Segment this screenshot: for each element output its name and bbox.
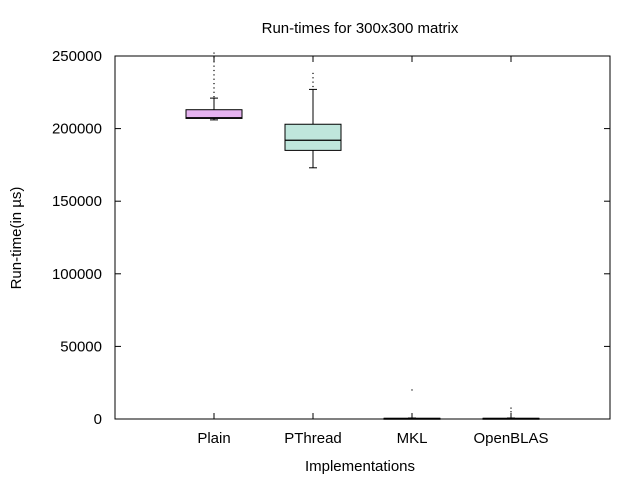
outlier-point xyxy=(213,78,215,80)
outlier-point xyxy=(312,77,314,79)
x-tick-label: PThread xyxy=(284,430,342,447)
outlier-point xyxy=(213,82,215,85)
outlier-point xyxy=(213,91,215,93)
y-tick-label: 200000 xyxy=(52,121,102,138)
box-plain xyxy=(185,52,243,121)
y-tick-label: 50000 xyxy=(60,338,102,355)
x-axis-label: Implementations xyxy=(305,458,415,475)
plot-area: 0 50000 100000 150000 200000 250000 Plain PThre… xyxy=(52,48,610,447)
outlier-point xyxy=(213,69,215,72)
outlier-point xyxy=(213,61,215,63)
outlier-point xyxy=(312,81,314,83)
outlier-point xyxy=(213,96,215,98)
box-body xyxy=(284,123,342,151)
outlier-point xyxy=(510,407,512,409)
outlier-point xyxy=(213,65,215,67)
box-body xyxy=(185,109,243,119)
chart-title: Run-times for 300x300 matrix xyxy=(262,20,459,37)
y-axis-label: Run-time(in µs) xyxy=(8,187,25,290)
outlier-point xyxy=(213,87,215,89)
plot-frame xyxy=(114,55,611,420)
outlier-point xyxy=(213,74,215,76)
y-tick-label: 0 xyxy=(94,411,102,428)
y-tick-label: 150000 xyxy=(52,193,102,210)
box-pthread xyxy=(284,72,342,169)
x-tick-label: MKL xyxy=(397,430,428,447)
outlier-point xyxy=(213,52,215,54)
outlier-point xyxy=(312,85,314,88)
outlier-point xyxy=(411,389,413,391)
outlier-point xyxy=(510,411,512,413)
x-tick-label: OpenBLAS xyxy=(473,430,548,447)
x-tick-label: Plain xyxy=(197,430,230,447)
y-tick-label: 250000 xyxy=(52,48,102,65)
y-tick-label: 100000 xyxy=(52,266,102,283)
outlier-point xyxy=(213,56,215,59)
outlier-point xyxy=(312,72,314,75)
